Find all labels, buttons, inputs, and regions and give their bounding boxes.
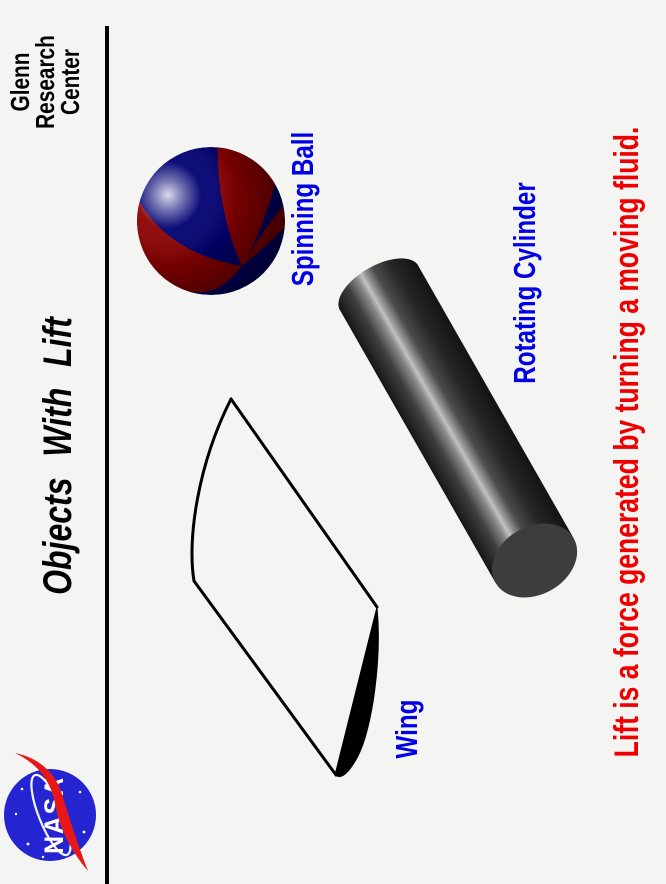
title-word: Objects <box>36 477 80 595</box>
wing-tip-edge <box>190 397 233 583</box>
wing-airfoil-section <box>334 606 379 778</box>
wing-label: Wing <box>389 699 424 759</box>
title-word: Lift <box>36 317 80 367</box>
insignia-swoosh <box>15 753 88 871</box>
header-rule <box>105 26 109 884</box>
spinning-ball-figure <box>137 147 285 295</box>
wing-figure <box>190 397 379 778</box>
insignia-stars <box>14 778 86 859</box>
page-title: Objects With Lift <box>36 102 81 809</box>
caption: Lift is a force generated by turning a m… <box>608 126 646 758</box>
wing-trailing-edge <box>229 397 379 609</box>
spinning-ball-label: Spinning Ball <box>285 131 320 287</box>
rotating-cylinder-label: Rotating Cylinder <box>507 182 542 384</box>
wing-leading-edge <box>192 579 338 777</box>
title-word: With <box>36 387 80 457</box>
rotating-cylinder-figure <box>338 258 578 598</box>
nasa-meatball-logo: NASA <box>4 753 96 871</box>
